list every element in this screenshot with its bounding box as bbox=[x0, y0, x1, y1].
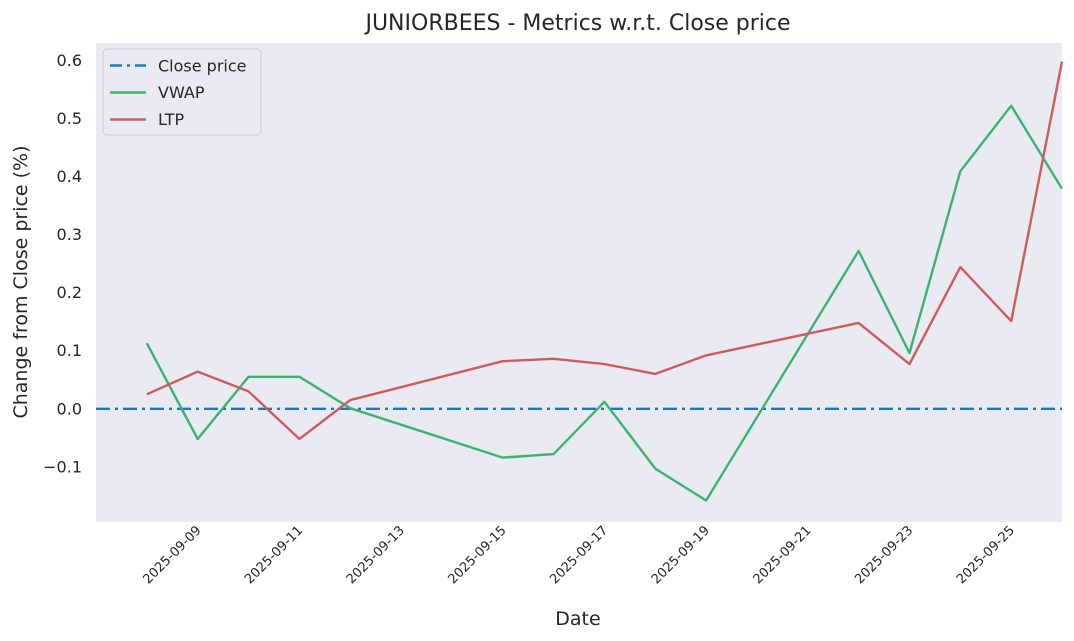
y-tick-label: 0.1 bbox=[57, 341, 82, 360]
y-axis-label: Change from Close price (%) bbox=[10, 145, 32, 418]
legend-box bbox=[102, 48, 262, 136]
series-line-vwap bbox=[145, 104, 1064, 502]
y-tick-label: 0.5 bbox=[57, 109, 82, 128]
y-tick-label: −0.1 bbox=[43, 457, 82, 476]
y-tick-label: 0.0 bbox=[57, 399, 82, 418]
legend-label-vwap: VWAP bbox=[158, 83, 205, 102]
legend-label-ltp: LTP bbox=[158, 110, 184, 129]
chart-title: JUNIORBEES - Metrics w.r.t. Close price bbox=[363, 11, 790, 36]
x-axis-label: Date bbox=[555, 608, 600, 630]
y-tick-label: 0.3 bbox=[57, 225, 82, 244]
y-tick-label: 0.4 bbox=[57, 167, 82, 186]
legend: Close price VWAP LTP bbox=[102, 48, 262, 136]
series-line-ltp bbox=[146, 61, 1064, 441]
y-tick-label: 0.6 bbox=[57, 51, 82, 70]
y-axis-ticks: 0.6 0.5 0.4 0.3 0.2 0.1 0.0 −0.1 bbox=[43, 51, 82, 476]
y-tick-label: 0.2 bbox=[57, 283, 82, 302]
series-layer bbox=[96, 61, 1064, 502]
legend-label-close-price: Close price bbox=[158, 57, 247, 76]
